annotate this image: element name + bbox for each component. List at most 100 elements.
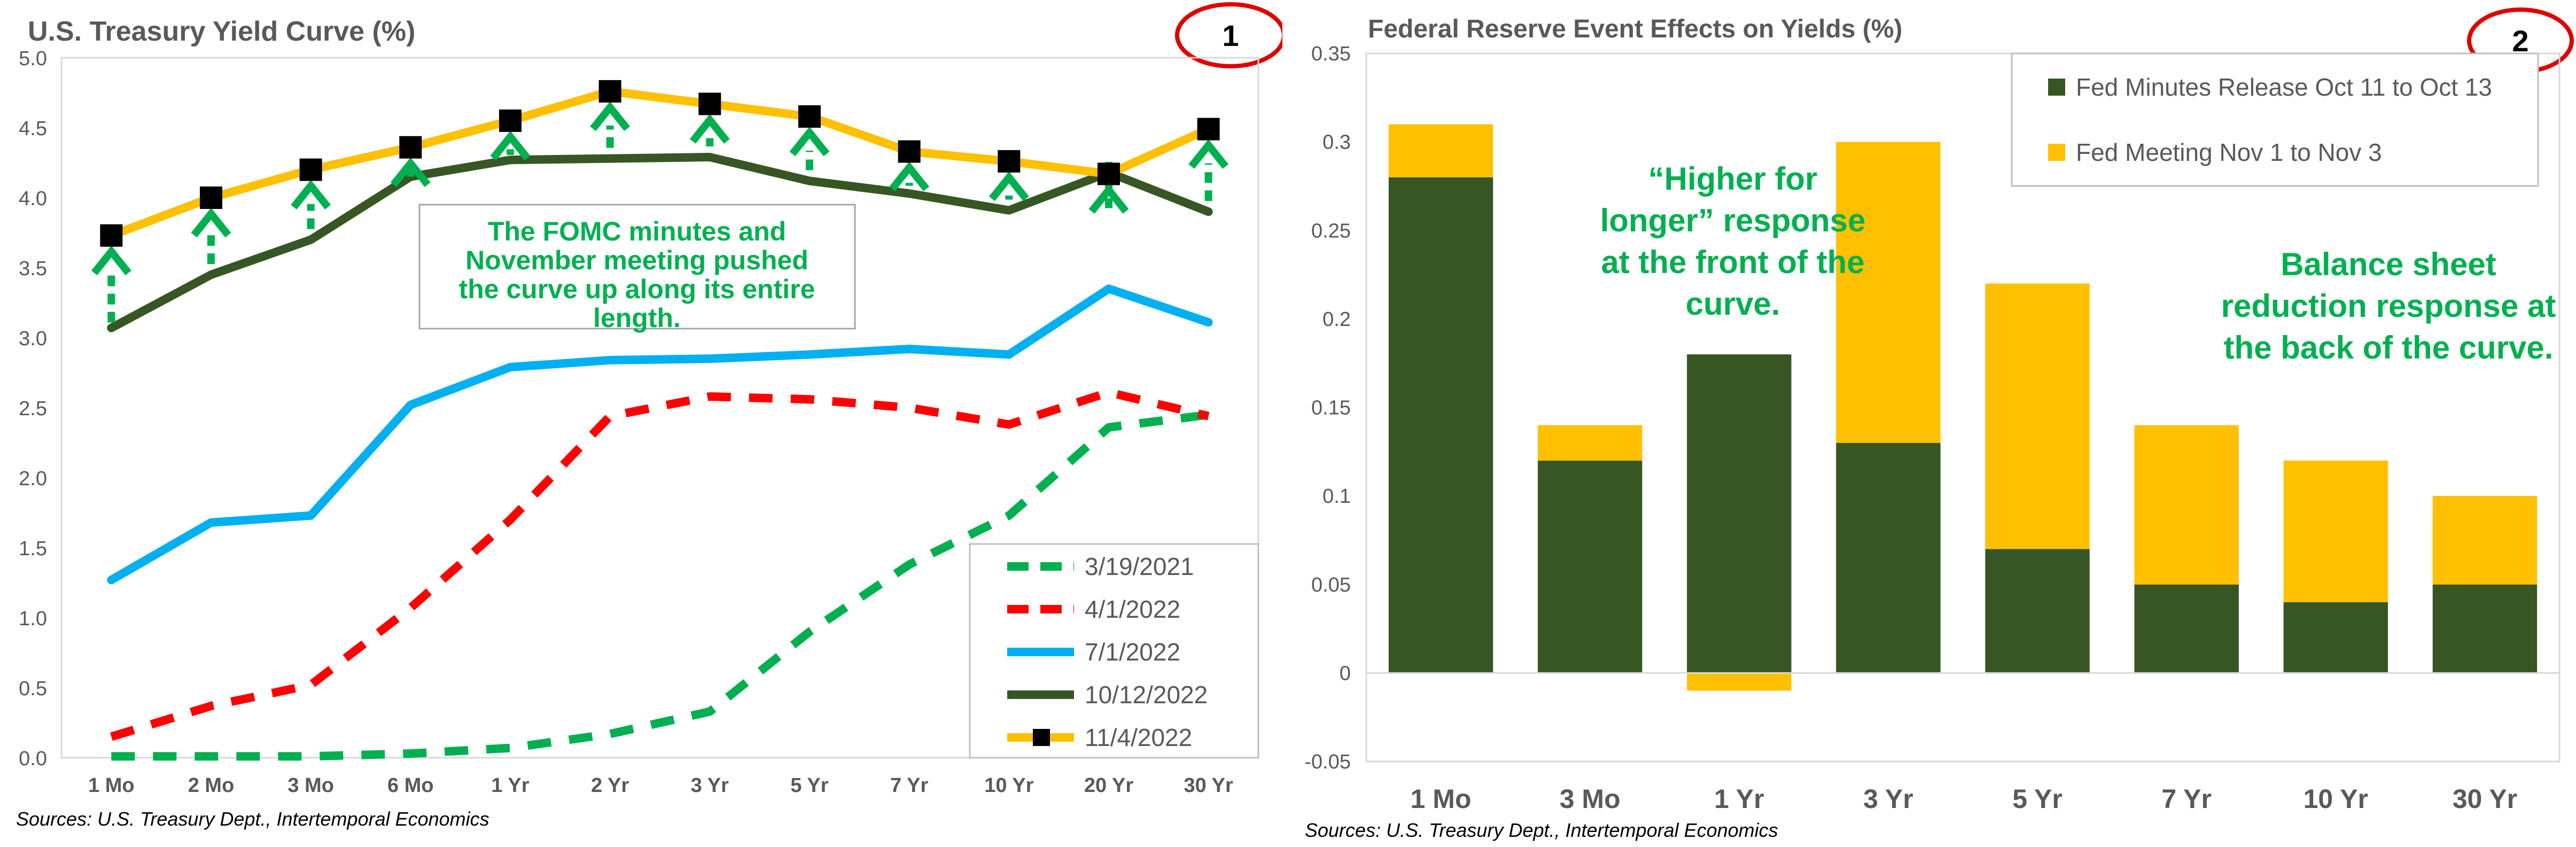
legend-label: 7/1/2022: [1085, 638, 1180, 666]
bar-segment-Fed Meeting Nov 1 to Nov 3: [2432, 496, 2538, 585]
data-point-marker: [499, 109, 522, 132]
source-note: Sources: U.S. Treasury Dept., Intertempo…: [1305, 819, 1778, 841]
series-line-4/1/2022: [110, 388, 1210, 741]
bar-segment-Fed Minutes Release Oct 11 to Oct 13: [1388, 177, 1493, 673]
x-tick-label: 30 Yr: [1184, 774, 1233, 797]
data-point-marker: [1197, 118, 1220, 141]
legend-label: Fed Meeting Nov 1 to Nov 3: [2076, 138, 2382, 166]
x-tick-label: 7 Yr: [2161, 784, 2212, 814]
shift-arrow-head: [490, 130, 531, 161]
y-tick-label: 4.5: [19, 118, 47, 140]
x-tick-label: 2 Yr: [591, 774, 629, 797]
legend-label: 4/1/2022: [1085, 595, 1180, 623]
bar-segment-Fed Minutes Release Oct 11 to Oct 13: [1537, 460, 1643, 673]
annotation-left-line: “Higher for: [1648, 161, 1818, 197]
series-line-11/4/2022: [107, 87, 1213, 240]
x-tick-label: 1 Mo: [88, 774, 135, 797]
data-point-marker: [100, 224, 123, 247]
annotation-right-line: Balance sheet: [2281, 246, 2496, 282]
badge-number: 2: [2512, 24, 2528, 58]
y-tick-label: 0.5: [19, 678, 47, 700]
legend-swatch: [2048, 79, 2065, 96]
badge-number: 1: [1222, 19, 1239, 52]
series-line-7/1/2022: [107, 284, 1213, 585]
x-tick-label: 10 Yr: [2303, 784, 2368, 814]
x-tick-label: 30 Yr: [2453, 784, 2517, 814]
data-point-marker: [898, 140, 921, 163]
fed-effects-chart: Federal Reserve Event Effects on Yields …: [1282, 0, 2576, 847]
shift-arrow-head: [390, 157, 431, 188]
shift-arrow-head: [1088, 184, 1129, 214]
y-tick-label: 0: [1340, 662, 1351, 685]
shift-arrow: [989, 171, 1029, 201]
y-tick-label: 0.35: [1311, 43, 1351, 65]
fed-effects-chart-panel: Federal Reserve Event Effects on Yields …: [1282, 0, 2576, 847]
y-tick-label: 5.0: [19, 48, 47, 70]
annotation-right-line: the back of the curve.: [2224, 330, 2554, 366]
shift-arrow-head: [191, 207, 231, 238]
x-tick-label: 3 Mo: [1560, 784, 1621, 814]
annotation-line: The FOMC minutes and: [488, 216, 786, 246]
series-line-10/12/2022: [107, 153, 1213, 332]
bar-segment-Fed Meeting Nov 1 to Nov 3: [1836, 142, 1941, 443]
data-point-marker: [698, 92, 721, 115]
x-tick-label: 1 Mo: [1411, 784, 1472, 814]
yield-curve-chart-panel: U.S. Treasury Yield Curve (%) 1 0.0 0.5 1.0 1…: [0, 0, 1282, 847]
shift-arrow-head: [1188, 139, 1229, 169]
x-tick-label: 6 Mo: [387, 774, 434, 797]
y-tick-label: 4.0: [19, 188, 47, 210]
y-tick-label: 1.5: [19, 538, 47, 560]
data-point-marker: [598, 80, 621, 103]
x-tick-label: 3 Mo: [287, 774, 334, 797]
annotation-left-line: at the front of the: [1601, 244, 1864, 280]
x-tick-label: 3 Yr: [691, 774, 729, 797]
shift-arrow-head: [291, 180, 331, 209]
y-tick-label: -0.05: [1304, 751, 1351, 773]
y-tick-label: 2.0: [19, 468, 47, 490]
shift-arrow: [789, 126, 830, 170]
shift-arrow-head: [989, 171, 1029, 201]
x-tick-label: 1 Yr: [1714, 784, 1764, 814]
annotation-box: [418, 204, 856, 330]
legend-label: 3/19/2021: [1085, 553, 1194, 580]
bar-segment-Fed Meeting Nov 1 to Nov 3: [2283, 460, 2388, 602]
y-tick-label: 0.25: [1311, 220, 1351, 242]
y-tick-label: 0.05: [1311, 574, 1351, 596]
bar-segment-Fed Minutes Release Oct 11 to Oct 13: [1836, 442, 1941, 673]
annotation-line: the curve up along its entire: [459, 274, 815, 304]
y-tick-label: 0.1: [1322, 485, 1351, 508]
data-point-marker: [1098, 162, 1120, 185]
shift-arrow: [91, 245, 131, 323]
shift-arrow: [590, 101, 631, 148]
bar-segment-Fed Meeting Nov 1 to Nov 3: [2134, 425, 2239, 585]
shift-arrow: [191, 207, 231, 265]
legend-label: 10/12/2022: [1085, 681, 1208, 709]
x-tick-label: 5 Yr: [2012, 784, 2063, 814]
legend-label: 11/4/2022: [1085, 724, 1192, 751]
annotation-line: November meeting pushed: [465, 245, 808, 275]
chart-title: Federal Reserve Event Effects on Yields …: [1368, 15, 1902, 43]
data-point-marker: [399, 136, 422, 159]
shift-arrow-head: [689, 114, 730, 144]
y-tick-label: 0.0: [19, 748, 47, 770]
y-tick-label: 0.15: [1311, 397, 1351, 419]
bar-segment-Fed Minutes Release Oct 11 to Oct 13: [2283, 602, 2388, 673]
badge-circle: [1175, 2, 1282, 68]
data-point-marker: [798, 105, 821, 128]
shift-arrow-head: [91, 245, 131, 276]
bar-segment-Fed Minutes Release Oct 11 to Oct 13: [1687, 354, 1792, 673]
bar-segment-Fed Minutes Release Oct 11 to Oct 13: [2432, 584, 2538, 673]
legend-box: [2011, 52, 2539, 187]
legend-swatch: [2048, 144, 2065, 161]
annotation-left-line: curve.: [1686, 286, 1780, 322]
data-point-marker: [299, 158, 322, 181]
data-point-marker: [200, 187, 222, 209]
shift-arrow: [490, 130, 531, 161]
y-tick-label: 2.5: [19, 398, 47, 420]
shift-arrow: [689, 114, 730, 147]
annotation-line: length.: [593, 303, 681, 333]
shift-arrow-head: [590, 101, 631, 131]
shift-arrow-head: [789, 126, 830, 157]
y-tick-label: 3.0: [19, 328, 47, 350]
x-tick-label: 10 Yr: [984, 774, 1033, 797]
